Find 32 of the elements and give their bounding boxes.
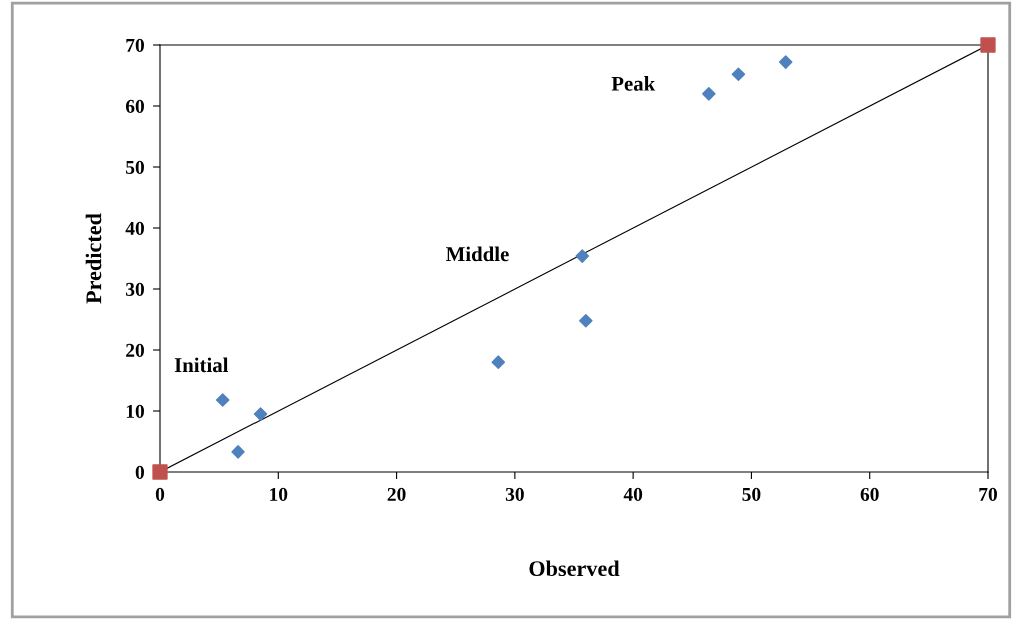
y-tick-label: 30 (126, 282, 144, 296)
x-tick-label: 20 (387, 487, 406, 501)
y-axis-title: Predicted (85, 213, 102, 304)
y-tick-label: 50 (126, 160, 144, 174)
point (702, 87, 716, 101)
y-tick-label: 70 (126, 38, 144, 52)
x-tick-label: 40 (623, 487, 643, 501)
x-tick-label: 30 (505, 487, 524, 501)
x-axis-title: Observed (529, 560, 620, 577)
annotation: Initial (174, 357, 229, 373)
y-tick-label: 20 (126, 343, 144, 357)
x-tick-label: 0 (155, 487, 165, 501)
y-tick-label: 40 (125, 221, 144, 235)
y-tick-label: 0 (135, 465, 144, 479)
x-tick-label: 70 (979, 487, 997, 501)
annotation: Peak (611, 76, 656, 91)
x-tick-label: 50 (742, 487, 761, 501)
y-tick-label: 10 (126, 404, 144, 418)
point (491, 355, 506, 369)
annotation: Middle (446, 246, 509, 262)
point (778, 55, 793, 69)
point (253, 407, 268, 421)
point (215, 393, 230, 407)
point (579, 313, 593, 328)
point (575, 249, 590, 263)
point (231, 445, 245, 459)
x-tick-label: 10 (270, 487, 288, 501)
y-tick-label: 60 (125, 99, 144, 113)
point (731, 67, 746, 82)
point (152, 464, 168, 480)
point (980, 37, 996, 53)
x-tick-label: 60 (860, 487, 879, 501)
